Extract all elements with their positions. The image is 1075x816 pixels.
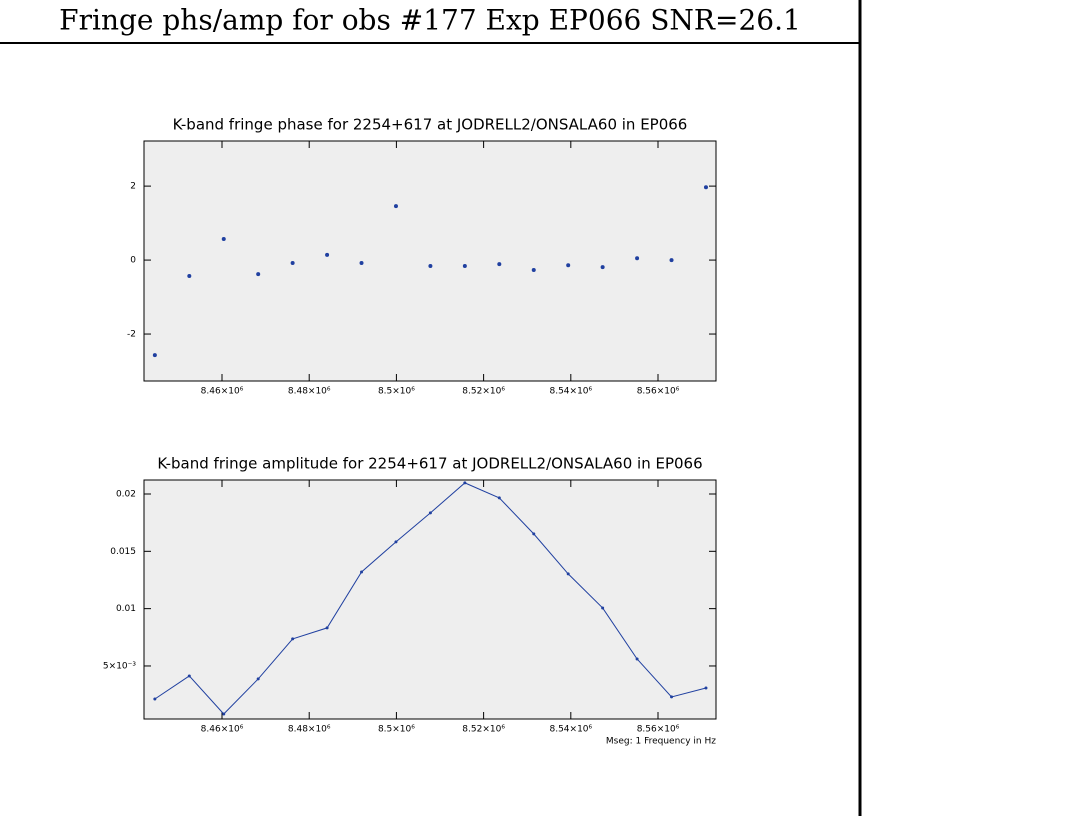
point xyxy=(152,353,157,358)
point xyxy=(703,185,708,190)
x-tick-label: 8.46×10⁶ xyxy=(201,725,244,735)
x-tick-label: 8.46×10⁶ xyxy=(201,387,244,397)
plot-area xyxy=(143,140,717,382)
x-tick-label: 8.48×10⁶ xyxy=(288,387,331,397)
point xyxy=(153,697,157,701)
y-tick-label: 2 xyxy=(130,182,136,192)
x-tick-label: 8.54×10⁶ xyxy=(549,725,592,735)
point xyxy=(394,540,398,544)
y-tick-label: 0 xyxy=(130,256,136,266)
point xyxy=(222,712,226,716)
point xyxy=(256,677,260,681)
point xyxy=(531,268,536,273)
point xyxy=(669,258,674,263)
point xyxy=(566,572,570,576)
y-tick-label: 0.01 xyxy=(116,604,136,614)
point xyxy=(635,657,639,661)
point xyxy=(428,511,432,515)
point xyxy=(670,695,674,699)
point xyxy=(463,481,467,485)
chart-title: K-band fringe amplitude for 2254+617 at … xyxy=(157,455,702,473)
x-axis-label: Mseg: 1 Frequency in Hz xyxy=(606,737,716,747)
point xyxy=(291,637,295,641)
point xyxy=(393,204,398,209)
point xyxy=(187,674,191,678)
point xyxy=(566,263,571,268)
point xyxy=(532,532,536,536)
x-tick-label: 8.5×10⁶ xyxy=(378,725,415,735)
y-tick-label: -2 xyxy=(127,330,136,340)
chart-title: K-band fringe phase for 2254+617 at JODR… xyxy=(173,116,688,134)
point xyxy=(462,263,467,268)
point xyxy=(360,570,364,574)
point xyxy=(325,626,329,630)
x-tick-label: 8.56×10⁶ xyxy=(637,725,680,735)
x-tick-label: 8.56×10⁶ xyxy=(637,387,680,397)
y-tick-label: 0.015 xyxy=(110,547,136,557)
y-tick-label: 0.02 xyxy=(116,489,136,499)
point xyxy=(497,262,502,267)
x-tick-label: 8.48×10⁶ xyxy=(288,725,331,735)
x-tick-label: 8.54×10⁶ xyxy=(549,387,592,397)
point xyxy=(601,606,605,610)
plot-area xyxy=(143,479,717,720)
x-tick-label: 8.5×10⁶ xyxy=(378,387,415,397)
point xyxy=(221,236,226,241)
point xyxy=(187,273,192,278)
point xyxy=(600,265,605,270)
point xyxy=(359,261,364,266)
point xyxy=(635,256,640,261)
page-title: Fringe phs/amp for obs #177 Exp EP066 SN… xyxy=(59,4,801,37)
x-tick-label: 8.52×10⁶ xyxy=(462,725,505,735)
point xyxy=(497,496,501,500)
point xyxy=(428,263,433,268)
point xyxy=(290,261,295,266)
y-tick-label: 5×10⁻³ xyxy=(103,661,136,671)
point xyxy=(704,686,708,690)
point xyxy=(325,252,330,257)
x-tick-label: 8.52×10⁶ xyxy=(462,387,505,397)
point xyxy=(256,272,261,277)
